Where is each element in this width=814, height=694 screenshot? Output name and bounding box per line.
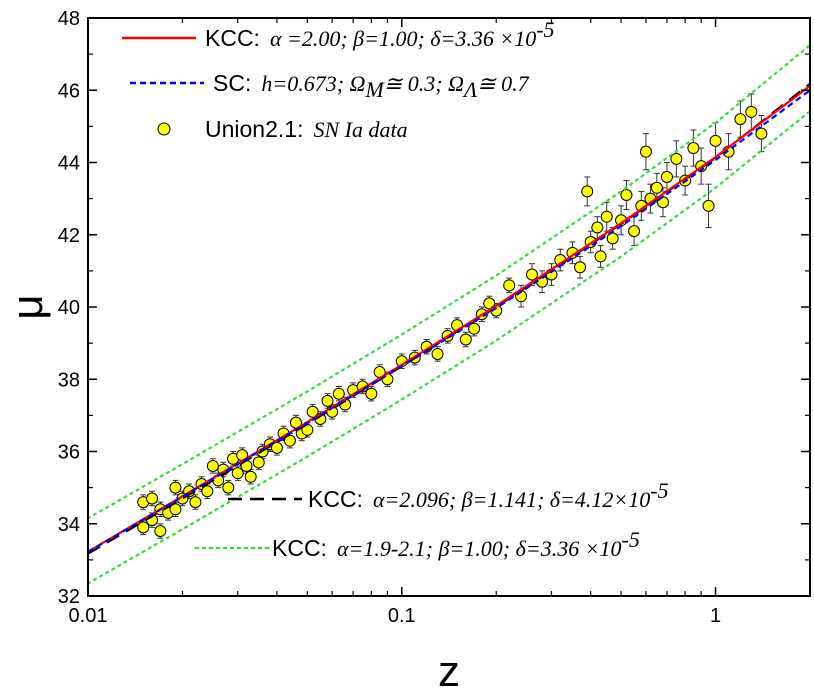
data-point bbox=[321, 394, 334, 407]
data-point bbox=[628, 225, 641, 238]
legend-label: KCC: α=1.9-2.1; β=1.00; δ=3.36 ×10-5 bbox=[272, 527, 640, 561]
data-point bbox=[503, 279, 516, 292]
data-point bbox=[244, 470, 257, 483]
data-point bbox=[332, 387, 345, 400]
data-point bbox=[639, 145, 652, 158]
data-point bbox=[201, 485, 214, 498]
legend-label: Union2.1: SN Ia data bbox=[205, 116, 408, 142]
y-tick-label: 36 bbox=[58, 442, 80, 464]
data-point bbox=[525, 268, 538, 281]
legend-label: KCC: α=2.096; β=1.141; δ=4.12×10-5 bbox=[308, 478, 669, 512]
data-point bbox=[650, 181, 663, 194]
y-tick-label: 34 bbox=[58, 514, 80, 536]
data-point bbox=[702, 199, 715, 212]
data-point bbox=[206, 459, 219, 472]
data-point bbox=[591, 221, 604, 234]
data-point bbox=[670, 152, 683, 165]
data-point bbox=[468, 322, 481, 335]
y-tick-label: 38 bbox=[58, 369, 80, 391]
data-point bbox=[594, 250, 607, 263]
legend-label: SC: h=0.673; ΩM≅ 0.3; ΩΛ≅ 0.7 bbox=[213, 70, 530, 102]
data-point bbox=[137, 521, 150, 534]
data-point bbox=[365, 387, 378, 400]
x-axis-title: z bbox=[438, 647, 460, 694]
data-point bbox=[620, 189, 633, 202]
data-point bbox=[270, 441, 283, 454]
data-point bbox=[252, 456, 265, 469]
y-tick-label: 32 bbox=[58, 586, 80, 608]
series-line bbox=[88, 43, 810, 520]
data-point bbox=[283, 434, 296, 447]
data-point bbox=[231, 467, 244, 480]
data-point bbox=[745, 105, 758, 118]
data-point bbox=[222, 481, 235, 494]
data-point bbox=[189, 496, 202, 509]
x-tick-label: 0.1 bbox=[388, 605, 416, 627]
series-line bbox=[88, 110, 810, 585]
y-axis-title: μ bbox=[3, 294, 52, 319]
data-point bbox=[581, 185, 594, 198]
legend-label: KCC: α =2.00; β=1.00; δ=3.36 ×10-5 bbox=[205, 17, 555, 51]
data-point bbox=[431, 347, 444, 360]
data-point bbox=[483, 297, 496, 310]
data-point bbox=[709, 134, 722, 147]
data-point bbox=[169, 481, 182, 494]
y-tick-label: 42 bbox=[58, 225, 80, 247]
series-line bbox=[88, 89, 810, 553]
x-tick-label: 1 bbox=[710, 605, 721, 627]
y-tick-label: 46 bbox=[58, 80, 80, 102]
y-tick-label: 40 bbox=[58, 297, 80, 319]
data-point bbox=[687, 142, 700, 155]
legend-marker bbox=[157, 122, 171, 136]
data-point bbox=[600, 210, 613, 223]
y-tick-label: 44 bbox=[58, 153, 80, 175]
data-point bbox=[755, 127, 768, 140]
y-tick-label: 48 bbox=[58, 8, 80, 30]
data-point bbox=[574, 261, 587, 274]
data-point bbox=[154, 524, 167, 537]
data-point bbox=[146, 492, 159, 505]
data-point bbox=[660, 170, 673, 183]
data-point bbox=[306, 405, 319, 418]
data-point bbox=[734, 113, 747, 126]
data-point bbox=[459, 333, 472, 346]
x-tick-label: 0.01 bbox=[69, 605, 108, 627]
